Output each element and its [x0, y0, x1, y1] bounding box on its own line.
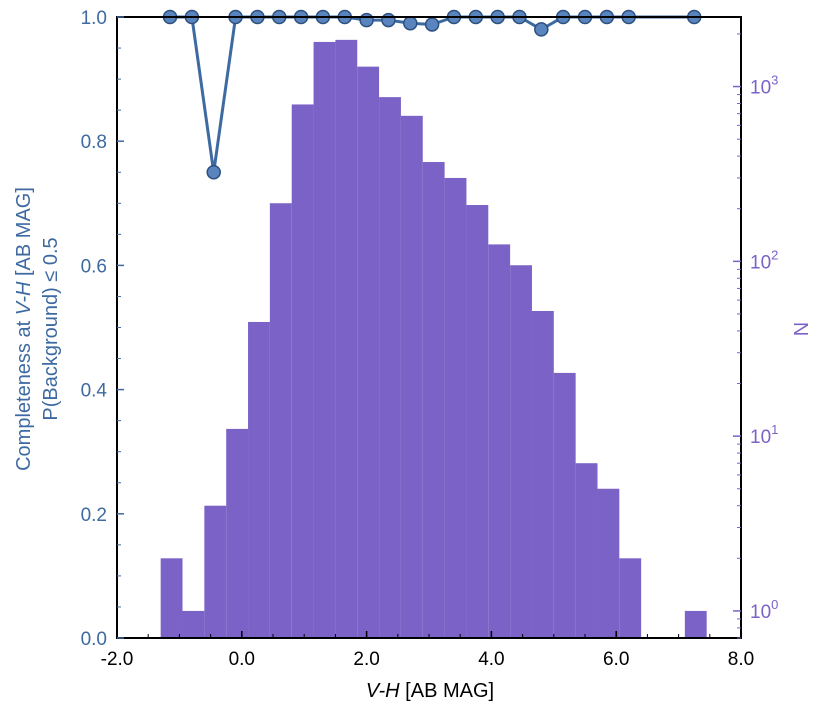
completeness-point [403, 15, 418, 31]
histogram-bar [226, 428, 249, 638]
left-y-tick-label: 0.2 [81, 505, 107, 526]
histogram-bar [488, 244, 511, 639]
completeness-point [381, 12, 396, 28]
left-y-axis-label-line1: Completeness at V-H [AB MAG] [13, 187, 35, 471]
x-tick-label: 6.0 [603, 649, 629, 670]
right-y-axis: 100 101 102 103 [733, 33, 778, 639]
histogram-bar [248, 321, 270, 638]
right-y-tick-label: 103 [750, 73, 778, 99]
histogram-bar [575, 463, 598, 638]
left-y-axis-label-line2: P(Background) ≤ 0.5 [40, 237, 62, 420]
right-y-tick-label: 101 [750, 422, 778, 448]
left-y-tick-label: 0.6 [81, 256, 107, 277]
completeness-point [359, 12, 374, 28]
histogram-bar [422, 162, 445, 638]
right-y-axis-label: N [791, 322, 813, 336]
histogram-bar [510, 265, 532, 638]
x-tick-label: 4.0 [478, 649, 504, 670]
completeness-line [170, 15, 695, 173]
right-y-tick-label: 102 [750, 247, 778, 273]
x-tick-label: 2.0 [353, 649, 379, 670]
histogram-bar [684, 610, 707, 638]
completeness-point [206, 165, 221, 180]
histogram-bar [597, 488, 620, 638]
completeness-point [534, 22, 549, 37]
histogram-bar [444, 177, 467, 638]
histogram-bar [466, 205, 489, 638]
histogram-bar [204, 505, 227, 638]
histogram-bars [160, 39, 707, 639]
left-y-tick-label: 0.4 [81, 381, 108, 402]
left-y-axis: 0.0 0.2 0.4 0.6 0.8 1.0 [81, 8, 124, 650]
histogram-bar [619, 558, 642, 638]
histogram-bar [182, 610, 205, 638]
histogram-bar [160, 558, 183, 638]
x-axis: -2.0 0.0 2.0 4.0 6.0 8.0 [101, 631, 754, 670]
completeness-series [162, 9, 702, 180]
right-y-tick-label: 100 [750, 597, 778, 623]
left-y-tick-label: 1.0 [81, 8, 107, 29]
x-tick-label: 0.0 [229, 649, 255, 670]
histogram-bar [553, 372, 576, 638]
histogram-bar [313, 41, 336, 638]
histogram-bar [291, 104, 314, 638]
completeness-point [424, 17, 440, 32]
x-tick-label: 8.0 [728, 649, 754, 670]
histogram-bar [269, 203, 292, 638]
histogram-bar [400, 115, 423, 639]
histogram-bar [531, 310, 554, 638]
histogram-bar [335, 39, 358, 639]
left-y-tick-label: 0.0 [81, 629, 107, 650]
histogram-bar [379, 97, 401, 639]
histogram-bar [357, 66, 380, 639]
left-y-tick-label: 0.8 [81, 132, 107, 153]
x-tick-label: -2.0 [101, 649, 134, 670]
x-axis-label: V-H [AB MAG] [366, 680, 494, 702]
